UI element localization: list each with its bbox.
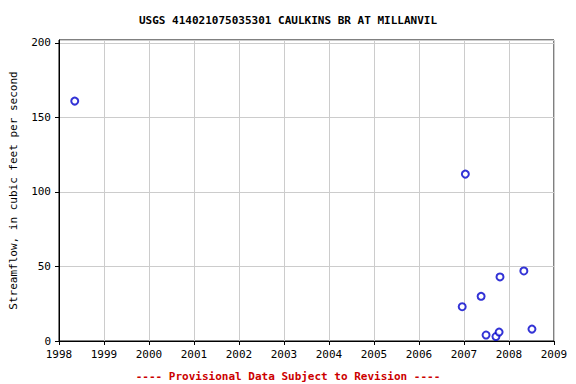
svg-text:Streamflow, in cubic feet per: Streamflow, in cubic feet per second [7, 71, 20, 309]
svg-text:1998: 1998 [46, 348, 73, 361]
svg-text:2002: 2002 [226, 348, 253, 361]
svg-text:2004: 2004 [316, 348, 343, 361]
svg-text:100: 100 [31, 185, 51, 198]
svg-text:2008: 2008 [496, 348, 523, 361]
svg-text:1999: 1999 [91, 348, 118, 361]
svg-text:---- Provisional Data Subject: ---- Provisional Data Subject to Revisio… [136, 370, 441, 383]
svg-text:2006: 2006 [406, 348, 433, 361]
svg-text:2003: 2003 [271, 348, 298, 361]
svg-text:150: 150 [31, 111, 51, 124]
svg-text:2000: 2000 [136, 348, 163, 361]
svg-text:0: 0 [44, 335, 51, 348]
svg-text:50: 50 [38, 260, 51, 273]
svg-text:2007: 2007 [451, 348, 478, 361]
svg-text:200: 200 [31, 36, 51, 49]
svg-text:2001: 2001 [181, 348, 208, 361]
svg-text:USGS 414021075035301 CAULKINS: USGS 414021075035301 CAULKINS BR AT MILL… [139, 14, 437, 27]
svg-text:2009: 2009 [541, 348, 568, 361]
svg-text:2005: 2005 [361, 348, 388, 361]
